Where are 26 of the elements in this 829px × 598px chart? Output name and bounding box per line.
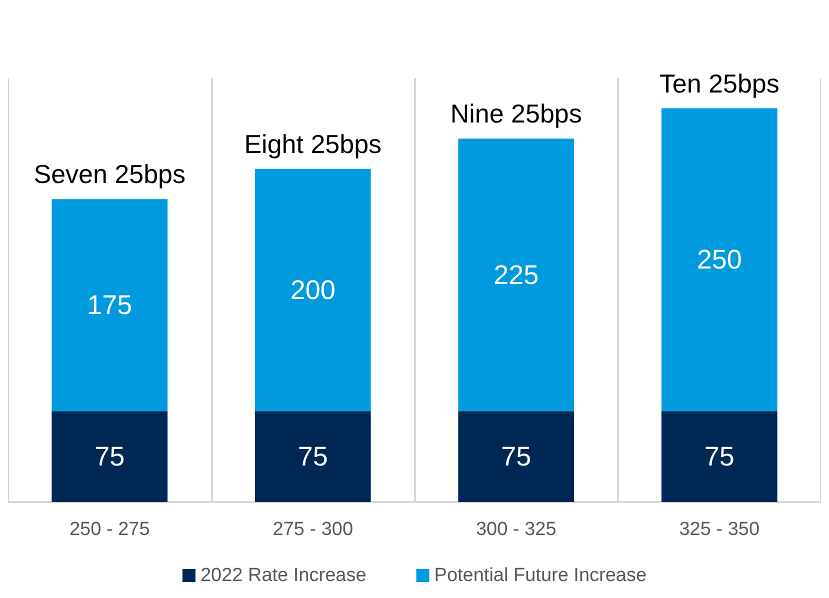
data-label: 75 bbox=[501, 442, 532, 472]
bar bbox=[254, 411, 371, 502]
bar bbox=[661, 108, 778, 412]
legend-label: Potential Future Increase bbox=[434, 565, 647, 586]
x-tick-label: 275 - 300 bbox=[272, 519, 354, 540]
total-label: Ten 25bps bbox=[659, 68, 780, 98]
data-label: 200 bbox=[290, 275, 336, 305]
data-label: 75 bbox=[298, 442, 328, 472]
data-label: 75 bbox=[704, 442, 734, 472]
bar bbox=[458, 138, 574, 412]
total-label: Seven 25bps bbox=[34, 159, 186, 190]
x-tick-label: 300 - 325 bbox=[476, 519, 556, 540]
total-label: Eight 25bps bbox=[244, 128, 382, 159]
data-label: 250 bbox=[696, 244, 742, 275]
x-tick-label: 250 - 275 bbox=[69, 519, 150, 540]
legend-label: 2022 Rate Increase bbox=[200, 565, 366, 586]
x-tick-label: 325 - 350 bbox=[679, 519, 760, 540]
bar bbox=[458, 411, 574, 502]
bar bbox=[52, 411, 168, 502]
bar bbox=[254, 168, 371, 412]
total-label: Nine 25bps bbox=[450, 98, 582, 129]
bar bbox=[52, 199, 168, 412]
bar bbox=[661, 411, 778, 502]
data-label: 75 bbox=[94, 442, 125, 472]
data-label: 175 bbox=[87, 290, 132, 320]
data-label: 225 bbox=[494, 260, 539, 290]
